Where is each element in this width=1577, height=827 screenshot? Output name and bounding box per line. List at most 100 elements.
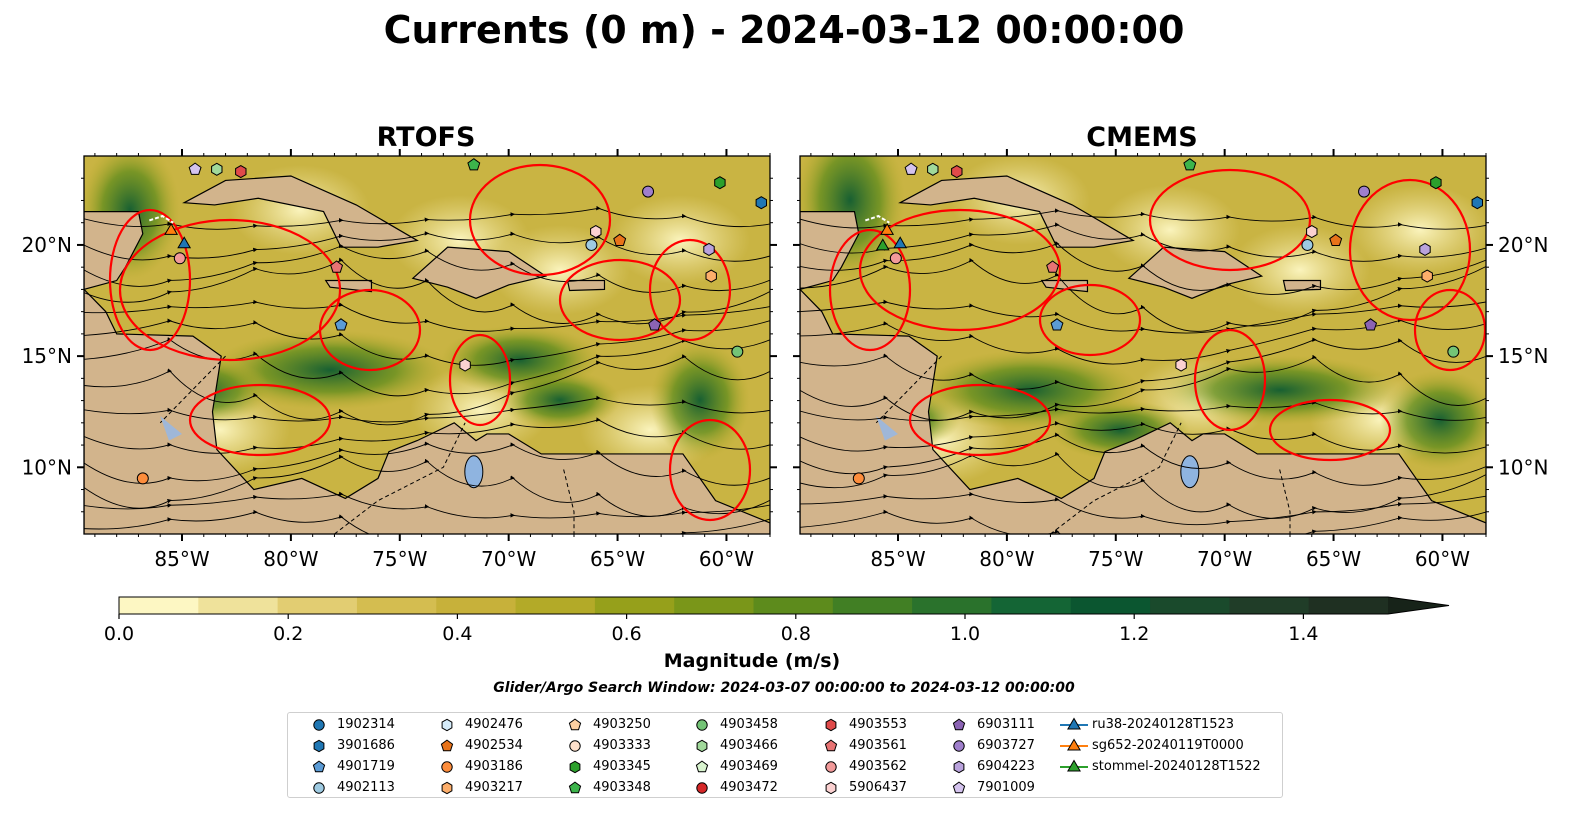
legend-marker [952,718,966,731]
legend-marker [824,739,838,752]
float-4903186 [852,472,865,485]
legend-swatch [569,760,581,774]
colorbar-tick-label: 0.0 [104,623,134,645]
legend-label: ru38-20240128T1523 [1092,717,1235,732]
legend-marker [569,760,581,774]
colorbar-tick-label: 0.8 [781,623,811,645]
legend-marker [953,740,965,752]
float-4903553 [235,165,247,179]
float-4903345 [714,176,726,190]
streamline [84,509,770,534]
glider-sg652 [880,222,895,235]
streamline [800,400,1486,422]
land-puerto-rico [566,279,606,292]
legend-marker [569,740,581,752]
legend-swatch [312,760,326,773]
land-puerto-rico [1282,279,1322,292]
colorbar-segment [594,597,675,614]
eddy-contour [858,208,1062,332]
x-tick-label: 60°W [699,547,754,571]
legend-label: sg652-20240119T0000 [1092,738,1244,753]
float-4903345 [1430,176,1442,190]
float-4903217 [705,269,717,283]
legend-swatch [825,718,837,732]
legend-swatch [695,760,709,773]
float-4902113 [1301,238,1314,251]
legend-swatch [313,719,325,731]
glider-ru38 [177,236,192,249]
x-tick-label: 85°W [870,547,925,571]
legend-swatch [568,718,582,731]
x-tick-label: 75°W [1088,547,1143,571]
float-4903562 [173,252,186,265]
land-yucatan [800,210,860,291]
legend-label: 4902534 [465,738,523,753]
legend-swatch [953,760,965,774]
float-3901686 [1471,196,1483,210]
legend-label: 6903727 [977,738,1035,753]
float-6903727 [1358,185,1371,198]
legend-swatch [313,739,325,753]
colorbar-segment [1150,597,1230,614]
eddy-contour [468,163,612,277]
legend-marker [825,781,837,795]
float-4903348 [467,158,481,171]
legend-marker [1067,717,1081,730]
x-tick-label: 65°W [590,547,645,571]
legend-label: 4903345 [593,759,651,774]
legend-swatch [696,719,708,731]
legend-label: 4903472 [720,780,778,795]
colorbar-segment [753,597,834,614]
legend-swatch [1060,717,1088,730]
colorbar-segment [515,597,596,614]
lake-maracaibo [1180,455,1200,489]
colorbar-segment [119,597,199,614]
y-tick-label: 20°N [1498,233,1548,257]
legend-marker [313,719,325,731]
colorbar-segment [832,597,913,614]
legend-marker [696,739,708,753]
colorbar-segment [912,597,992,614]
legend-marker [696,782,708,794]
legend-marker [440,739,454,752]
float-5906437 [590,225,602,239]
legend-swatch [441,761,453,773]
legend-label: 7901009 [977,780,1035,795]
legend-label: 4903469 [720,759,778,774]
legend-label: 6903111 [977,717,1035,732]
x-tick-label: 75°W [372,547,427,571]
legend-label: 4902113 [337,780,395,795]
colorbar-tick-label: 0.6 [611,623,641,645]
glider-track [149,214,174,224]
eddy-contour [668,418,752,522]
figure-title: Currents (0 m) - 2024-03-12 00:00:00 [384,8,1185,52]
colorbar-extend-arrow [1388,597,1449,614]
x-tick-label: 65°W [1306,547,1361,571]
legend-marker [1067,738,1081,751]
map-panel-rtofs: RTOFS 85°W 80°W 75°W 70°W 65°W 60°W 20°N 15°N 10°… [22,122,777,571]
panel-frame [799,155,1487,535]
legend-marker [441,718,453,732]
eddy-contour [1193,328,1267,432]
colorbar-segment [1308,597,1389,614]
colorbar-segment [1229,597,1310,614]
legend-swatch [441,781,453,795]
legend-swatch [952,718,966,731]
legend-swatch [825,761,837,773]
colorbar-segment [436,597,517,614]
float-4903348 [1183,158,1197,171]
float-4903458 [1447,345,1460,358]
legend-marker [441,761,453,773]
float-4903466 [927,162,939,176]
legend-label: 4903333 [593,738,651,753]
float-6903727 [642,185,655,198]
legend-label: 4903217 [465,780,523,795]
float-4903561 [330,260,344,273]
float-4903562 [889,252,902,265]
legend-swatch [824,739,838,752]
float-5906437 [1175,358,1187,372]
legend-marker [825,718,837,732]
colorbar-segment [1070,597,1151,614]
legend-label: 6904223 [977,759,1035,774]
